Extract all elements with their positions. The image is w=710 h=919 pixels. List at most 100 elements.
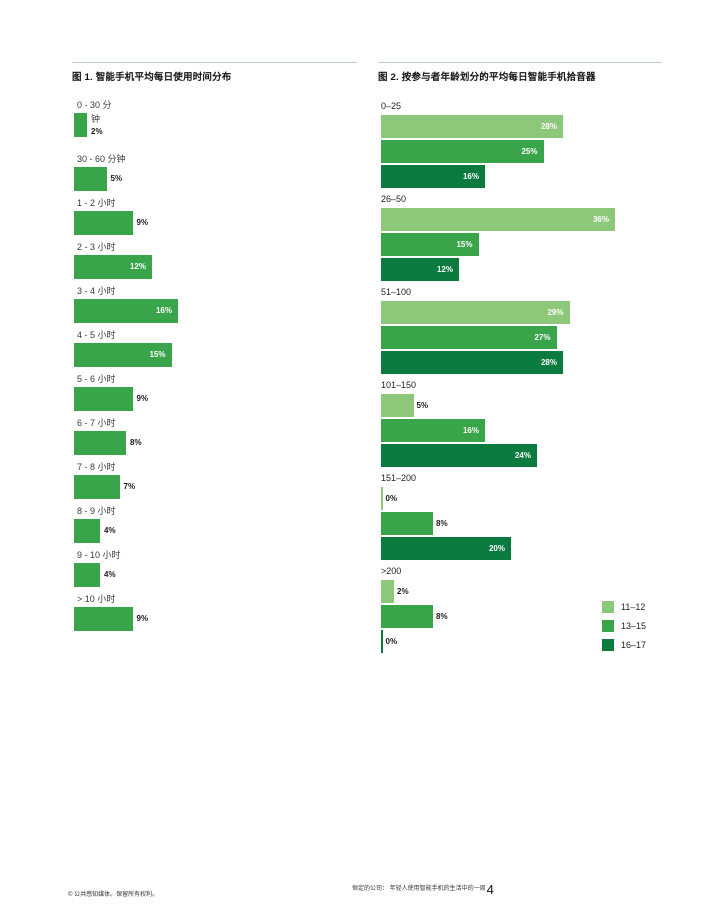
bar-line: 16%: [381, 419, 665, 442]
bar: [74, 211, 133, 235]
bar-line: 16%: [74, 299, 364, 323]
bar-line: 29%: [381, 301, 665, 324]
chart-row: 1 - 2 小时 9%: [74, 198, 364, 235]
bar-line: 9%: [74, 607, 364, 631]
value-label: 9%: [136, 614, 149, 623]
value-label: 15%: [149, 350, 166, 359]
footer-copyright: © 公共感知媒体。保留所有权利。: [68, 892, 159, 898]
bar: [74, 167, 107, 191]
value-label: 24%: [514, 451, 531, 460]
bar: [381, 512, 433, 535]
bar: [74, 113, 87, 137]
legend-swatch: [602, 639, 614, 651]
chart-group: 151–200 0% 8% 20%: [381, 473, 665, 560]
footer-page-number: 4: [486, 882, 494, 897]
category-label: 5 - 6 小时: [77, 374, 116, 384]
value-label: 15%: [456, 240, 473, 249]
bar: 25%: [381, 140, 544, 163]
bar-line: 5%: [74, 167, 364, 191]
bar: [74, 607, 133, 631]
bar-line: 7%: [74, 475, 364, 499]
chart-row: > 10 小时 9%: [74, 594, 364, 631]
group-label: 151–200: [381, 473, 417, 483]
value-label: 4%: [104, 570, 116, 579]
bar-line: 9%: [74, 211, 364, 235]
bar: [74, 475, 120, 499]
footer-right: 恒定的公司： 年轻人使用智能手机的生活中的一周 4: [352, 883, 494, 896]
chart-group: >200 2% 8% 0%: [381, 566, 665, 653]
value-label: 8%: [436, 612, 448, 621]
bar-line: 4%: [74, 563, 364, 587]
category-label: > 10 小时: [77, 594, 116, 604]
value-label: 0%: [385, 494, 398, 503]
category-label: 9 - 10 小时: [77, 550, 121, 560]
chart-row: 9 - 10 小时 4%: [74, 550, 364, 587]
chart-row: 3 - 4 小时 16%: [74, 286, 364, 323]
value-label: 20%: [488, 544, 505, 553]
group-label: >200: [381, 566, 402, 576]
bar-line: 钟 2%: [74, 113, 364, 137]
bar: [74, 431, 126, 455]
category-label: 6 - 7 小时: [77, 418, 116, 428]
figure2-legend: 11–12 13–15 16–17: [602, 601, 646, 658]
chart-group: 51–100 29% 27% 28%: [381, 287, 665, 374]
bar-line: 36%: [381, 208, 665, 231]
category-label: 1 - 2 小时: [77, 198, 116, 208]
bar: [74, 519, 100, 543]
bar: [381, 605, 433, 628]
category-label: 0 - 30 分: [77, 100, 112, 110]
category-label: 30 - 60 分钟: [77, 154, 126, 164]
legend-label: 16–17: [621, 640, 647, 650]
category-label: 2 - 3 小时: [77, 242, 116, 252]
chart-row: 6 - 7 小时 8%: [74, 418, 364, 455]
bar-line: 4%: [74, 519, 364, 543]
bar: 24%: [381, 444, 537, 467]
bar: 27%: [381, 326, 557, 349]
legend-item: 11–12: [602, 601, 646, 613]
value-label: 28%: [540, 358, 557, 367]
group-label: 26–50: [381, 194, 407, 204]
bar-line: 2%: [381, 580, 665, 603]
bar: 15%: [74, 343, 172, 367]
figure2-top-rule: [378, 62, 662, 63]
bar-line: 24%: [381, 444, 665, 467]
value-label: 7%: [123, 482, 136, 491]
bar-line: 8%: [74, 431, 364, 455]
bar-line: 15%: [381, 233, 665, 256]
group-label: 0–25: [381, 101, 402, 111]
category-label: 8 - 9 小时: [77, 506, 116, 516]
bar-line: 15%: [74, 343, 364, 367]
value-label: 28%: [540, 122, 557, 131]
category-label-wrapped-char: 钟: [91, 114, 101, 124]
value-label: 0%: [385, 637, 398, 646]
chart-group: 0–25 28% 25% 16%: [381, 101, 665, 188]
bar-line: 0%: [381, 630, 665, 653]
legend-label: 11–12: [621, 602, 646, 612]
chart-row: 2 - 3 小时 12%: [74, 242, 364, 279]
bar-line: 5%: [381, 394, 665, 417]
bar: [381, 487, 383, 510]
bar: 29%: [381, 301, 570, 324]
legend-item: 16–17: [602, 639, 646, 651]
figure1-bar-chart: 0 - 30 分钟 2% 30 - 60 分钟 5% 1 - 2 小时 9% 2 - 3 小…: [74, 100, 364, 638]
bar: [381, 580, 394, 603]
figure2-grouped-bar-chart: 0–25 28% 25% 16% 26–50 36% 15% 12% 51–100 29% 27% 2…: [381, 101, 665, 659]
category-label: 3 - 4 小时: [77, 286, 116, 296]
chart-group: 101–150 5% 16% 24%: [381, 380, 665, 467]
value-label: 16%: [462, 172, 479, 181]
footer-doc-title: 恒定的公司： 年轻人使用智能手机的生活中的一周: [352, 886, 486, 892]
bar-line: 8%: [381, 605, 665, 628]
bar: 28%: [381, 351, 563, 374]
legend-swatch: [602, 620, 614, 632]
bar: 28%: [381, 115, 563, 138]
bar-line: 0%: [381, 487, 665, 510]
bar: 36%: [381, 208, 615, 231]
value-label: 2%: [91, 127, 103, 136]
value-label: 9%: [136, 394, 149, 403]
value-label: 12%: [129, 262, 146, 271]
bar: [74, 563, 100, 587]
value-label: 16%: [462, 426, 479, 435]
category-label: 4 - 5 小时: [77, 330, 116, 340]
legend-item: 13–15: [602, 620, 646, 632]
